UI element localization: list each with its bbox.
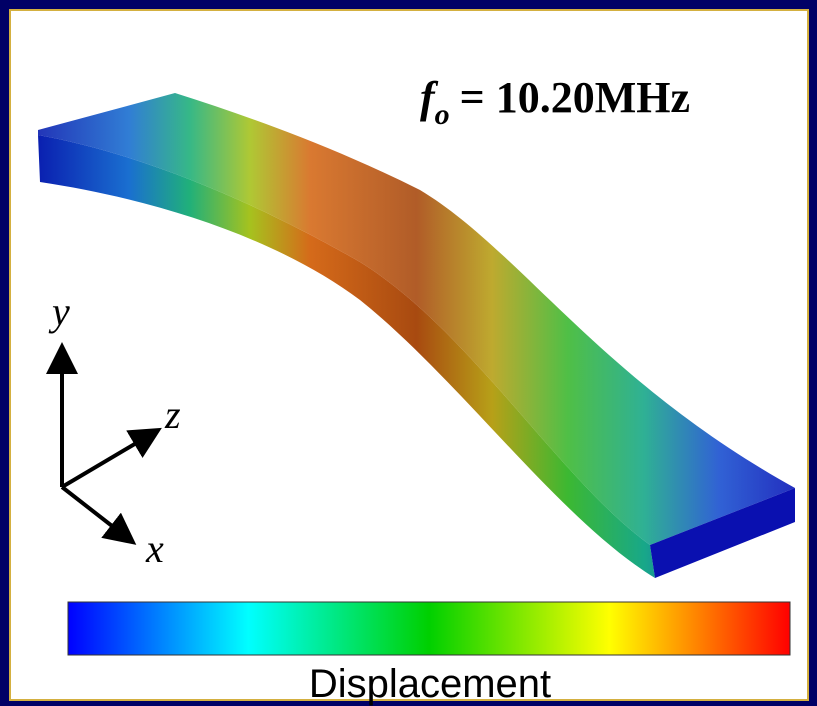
axis-label: x [145,526,164,571]
colorbar-label: Displacement [309,662,551,706]
colorbar [68,602,790,655]
page: fo= 10.20MHz y z x Displacement (() => {… [0,0,817,706]
axis-label: z [164,392,181,437]
figure: fo= 10.20MHz y z x Displacement [0,0,817,706]
axis-label: y [48,289,70,334]
